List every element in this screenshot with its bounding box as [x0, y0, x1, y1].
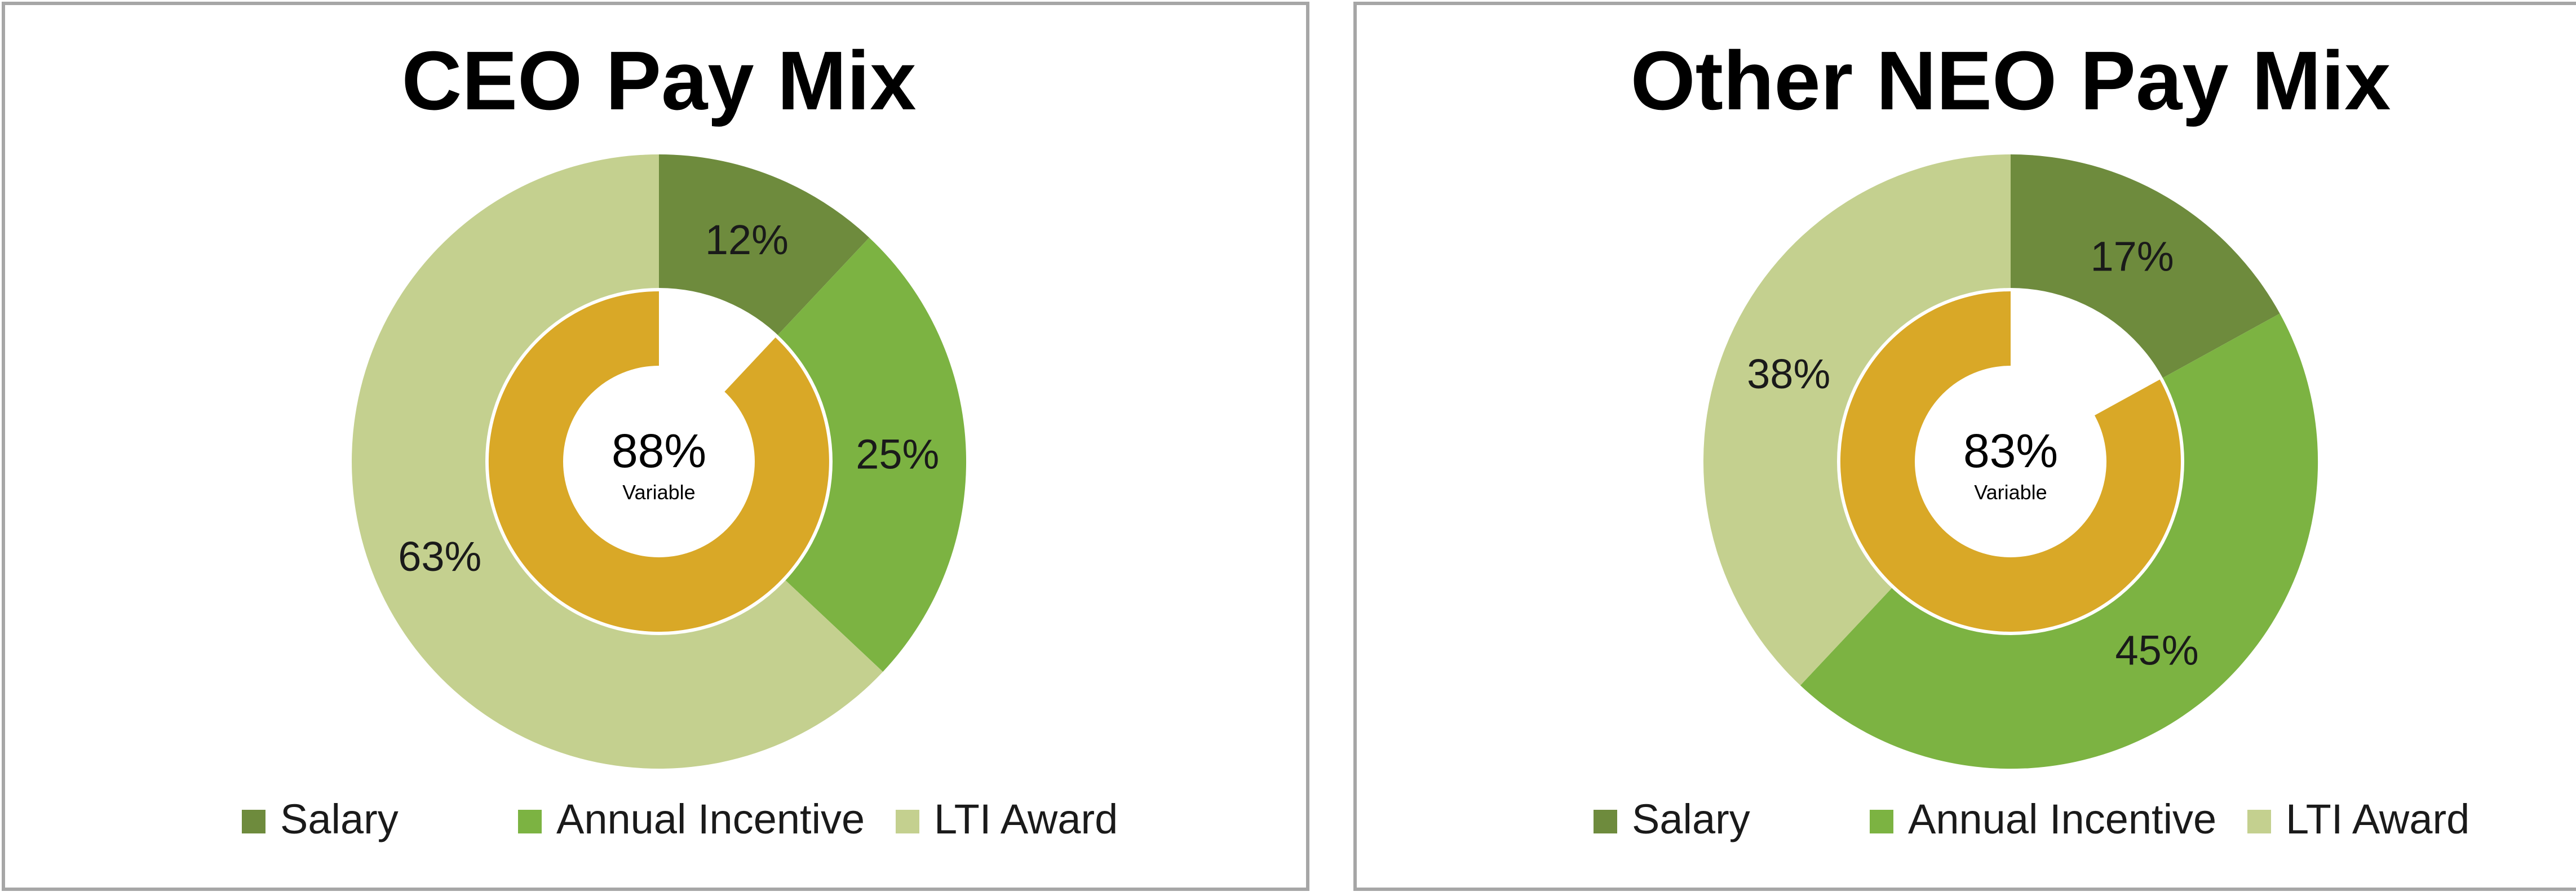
center-hole [1915, 366, 2106, 557]
chart-title: Other NEO Pay Mix [1631, 34, 2391, 127]
center-value: 88% [612, 424, 706, 477]
chart-title: CEO Pay Mix [401, 34, 916, 127]
segment-label-annual-incentive: 25% [856, 431, 939, 478]
legend: Salary Annual Incentive LTI Award [242, 796, 1118, 842]
other-neo-pay-mix-chart: Other NEO Pay Mix 17% 45% 38% 83% Variable… [1594, 34, 2469, 842]
legend-swatch-lti-award [2247, 810, 2271, 833]
inner-ring [485, 288, 833, 635]
segment-labels: 12% 25% 63% [398, 216, 939, 580]
legend-swatch-annual-incentive [1870, 810, 1893, 833]
segment-label-lti-award: 63% [398, 533, 481, 580]
legend-label-annual-incentive: Annual Incentive [556, 796, 865, 842]
segment-labels: 17% 45% 38% [1747, 233, 2199, 674]
chart-panel-ceo: CEO Pay Mix 12% 25% 63% 88% Variable Salar… [2, 2, 1309, 891]
legend-swatch-lti-award [896, 810, 919, 833]
center-hole [563, 366, 755, 557]
chart-panel-other-neo: Other NEO Pay Mix 17% 45% 38% 83% Variable… [1353, 2, 2576, 891]
center-value: 83% [1963, 424, 2058, 477]
segment-label-lti-award: 38% [1747, 351, 1830, 397]
legend-label-salary: Salary [280, 796, 399, 842]
ceo-pay-mix-chart: CEO Pay Mix 12% 25% 63% 88% Variable Salar… [242, 34, 1118, 842]
legend-swatch-salary [1594, 810, 1617, 833]
legend-label-annual-incentive: Annual Incentive [1908, 796, 2216, 842]
center-label: Variable [622, 481, 695, 504]
legend: Salary Annual Incentive LTI Award [1594, 796, 2469, 842]
legend-swatch-annual-incentive [518, 810, 542, 833]
legend-label-lti-award: LTI Award [934, 796, 1118, 842]
inner-ring [1837, 288, 2184, 635]
segment-label-salary: 12% [705, 216, 789, 263]
segment-label-annual-incentive: 45% [2115, 627, 2199, 674]
center-label: Variable [1974, 481, 2047, 504]
legend-label-salary: Salary [1632, 796, 1750, 842]
segment-label-salary: 17% [2091, 233, 2174, 280]
legend-label-lti-award: LTI Award [2286, 796, 2469, 842]
legend-swatch-salary [242, 810, 265, 833]
